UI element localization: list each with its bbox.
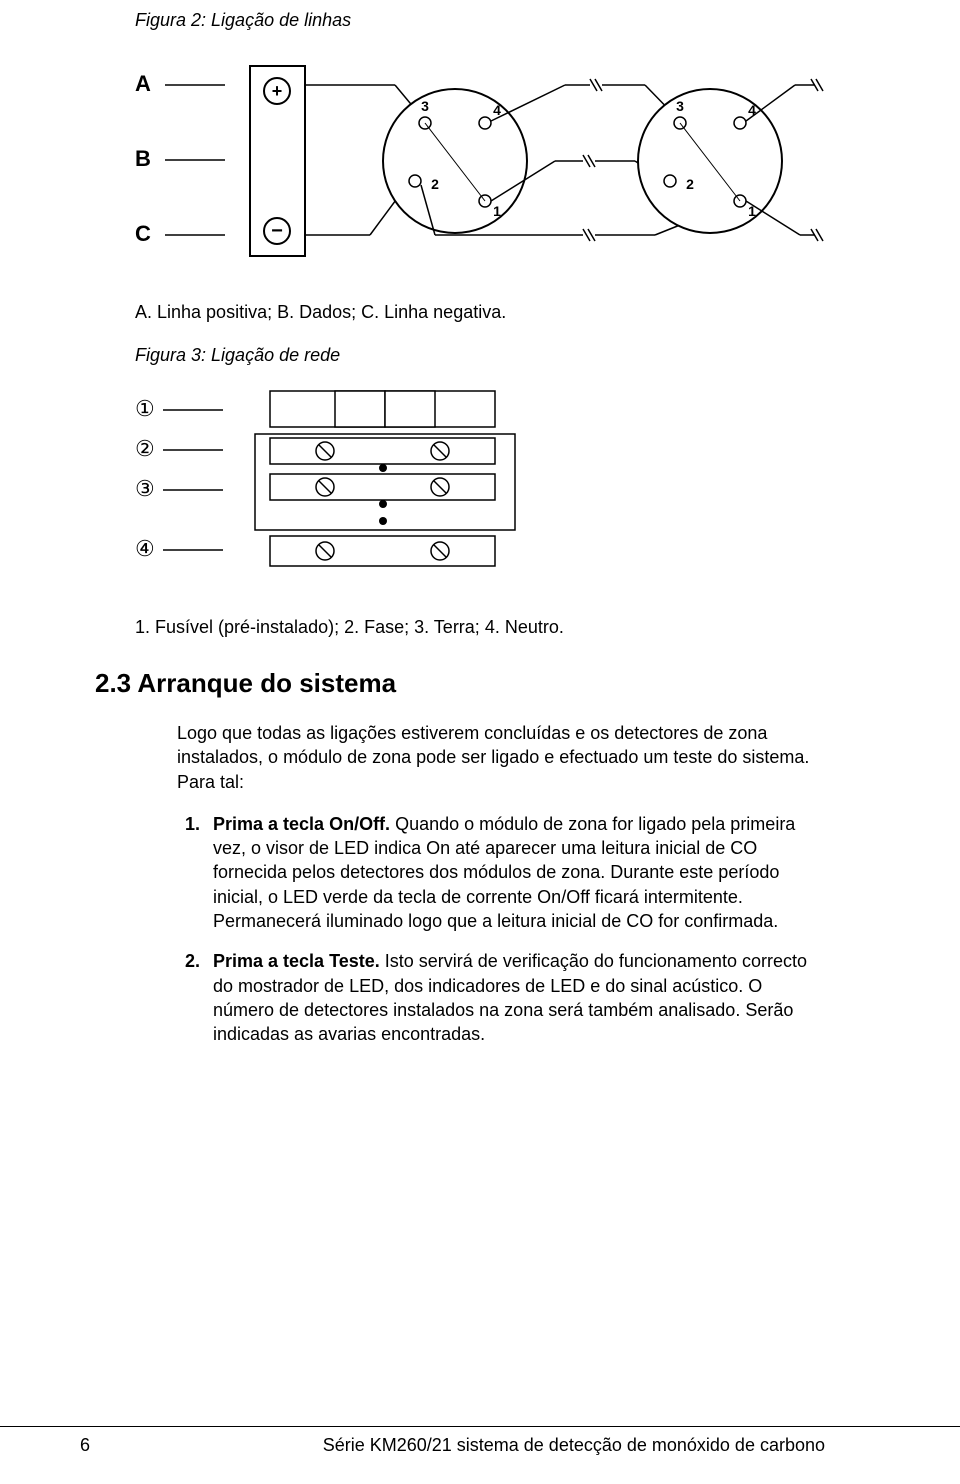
footer-title: Série KM260/21 sistema de detecção de mo… bbox=[323, 1435, 825, 1456]
svg-text:3: 3 bbox=[676, 98, 684, 114]
svg-text:+: + bbox=[272, 81, 283, 101]
figure3-caption: Figura 3: Ligação de rede bbox=[135, 345, 825, 366]
section-heading: 2.3 Arranque do sistema bbox=[95, 668, 825, 699]
svg-text:③: ③ bbox=[135, 476, 155, 501]
svg-text:2: 2 bbox=[686, 176, 694, 192]
svg-text:3: 3 bbox=[421, 98, 429, 114]
svg-text:①: ① bbox=[135, 396, 155, 421]
page-number: 6 bbox=[80, 1435, 90, 1456]
figure3-legend: 1. Fusível (pré-instalado); 2. Fase; 3. … bbox=[135, 617, 825, 638]
list-item-lead: Prima a tecla On/Off. bbox=[213, 814, 390, 834]
svg-text:4: 4 bbox=[493, 102, 501, 118]
label-c: C bbox=[135, 221, 151, 246]
figure2-caption: Figura 2: Ligação de linhas bbox=[135, 10, 825, 31]
page: Figura 2: Ligação de linhas A B C + − bbox=[0, 10, 960, 1484]
svg-text:④: ④ bbox=[135, 536, 155, 561]
section-list: Prima a tecla On/Off. Quando o módulo de… bbox=[177, 812, 825, 1047]
page-footer: 6 Série KM260/21 sistema de detecção de … bbox=[0, 1426, 960, 1456]
svg-text:−: − bbox=[271, 220, 283, 242]
label-a: A bbox=[135, 71, 151, 96]
label-b: B bbox=[135, 146, 151, 171]
figure2-diagram: A B C + − 3 4 bbox=[135, 51, 825, 276]
svg-text:1: 1 bbox=[493, 203, 501, 219]
figure2-legend: A. Linha positiva; B. Dados; C. Linha ne… bbox=[135, 302, 825, 323]
figure3-diagram: ① ② ③ ④ bbox=[135, 386, 825, 591]
svg-text:2: 2 bbox=[431, 176, 439, 192]
list-item-lead: Prima a tecla Teste. bbox=[213, 951, 380, 971]
list-item: Prima a tecla On/Off. Quando o módulo de… bbox=[205, 812, 825, 933]
list-item: Prima a tecla Teste. Isto servirá de ver… bbox=[205, 949, 825, 1046]
svg-text:②: ② bbox=[135, 436, 155, 461]
section-intro: Logo que todas as ligações estiverem con… bbox=[177, 721, 825, 794]
